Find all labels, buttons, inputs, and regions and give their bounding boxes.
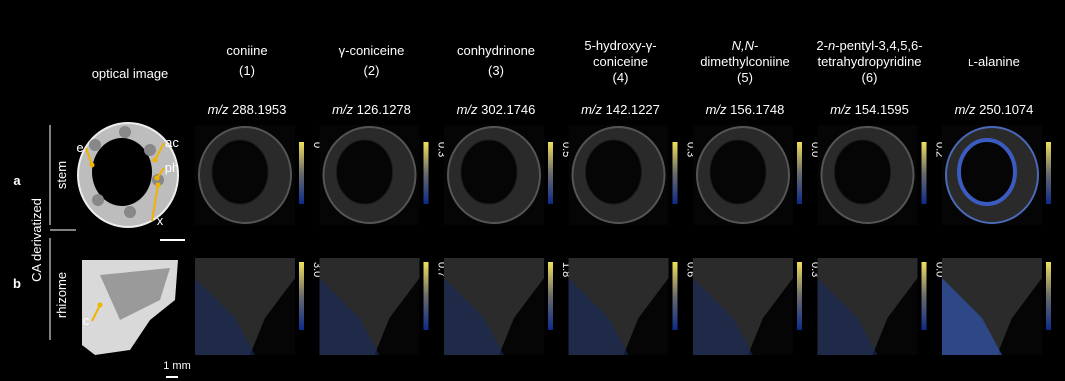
optical-header: optical image bbox=[92, 66, 169, 81]
mz-prefix: m/z bbox=[955, 102, 976, 117]
mz-label: m/z 154.1595 bbox=[830, 102, 909, 117]
name-part: -alanine bbox=[974, 54, 1020, 69]
mz-value: 302.1746 bbox=[481, 102, 535, 117]
name-part: γ-coniceine bbox=[339, 43, 405, 58]
colorbar bbox=[797, 262, 802, 330]
row-label: rhizome bbox=[54, 272, 69, 318]
row-label: stem bbox=[54, 161, 69, 189]
colorbar bbox=[424, 142, 429, 204]
mz-label: m/z 142.1227 bbox=[581, 102, 660, 117]
mz-label: m/z 250.1074 bbox=[955, 102, 1034, 117]
annotation-head bbox=[90, 163, 95, 168]
name-part: n bbox=[828, 38, 835, 53]
mz-value: 126.1278 bbox=[357, 102, 411, 117]
stem-lumen bbox=[586, 140, 642, 204]
mz-value: 154.1595 bbox=[855, 102, 909, 117]
compound-name: L-alanine bbox=[968, 54, 1020, 69]
stem-lumen bbox=[461, 140, 517, 204]
group-label: CA derivatized bbox=[29, 198, 44, 282]
compound-number: (3) bbox=[488, 63, 504, 78]
colorbar bbox=[299, 262, 304, 330]
annotation-head bbox=[156, 183, 161, 188]
compound-name: conhydrinone bbox=[457, 43, 535, 58]
name-part: tetrahydropyridine bbox=[817, 54, 921, 69]
compound-name: coniine bbox=[226, 43, 267, 58]
mz-prefix: m/z bbox=[208, 102, 229, 117]
name-part: coniine bbox=[226, 43, 267, 58]
colorbar bbox=[299, 142, 304, 204]
annotation-head bbox=[153, 158, 158, 163]
annotation-head bbox=[98, 303, 103, 308]
name-part: 2- bbox=[816, 38, 828, 53]
compound-name: N,N- bbox=[732, 38, 759, 53]
annotation-head bbox=[155, 176, 160, 181]
optical-rhizome bbox=[82, 260, 178, 355]
mz-prefix: m/z bbox=[332, 102, 353, 117]
annotation-label: x bbox=[157, 213, 164, 228]
name-part: 5-hydroxy-γ- bbox=[584, 38, 656, 53]
scale-bar-label: 1 mm bbox=[163, 360, 191, 372]
name-part: -pentyl-3,4,5,6- bbox=[835, 38, 922, 53]
mz-prefix: m/z bbox=[830, 102, 851, 117]
annotation-label: ac bbox=[165, 135, 179, 150]
mz-prefix: m/z bbox=[457, 102, 478, 117]
compound-number: (6) bbox=[862, 70, 878, 85]
compound-name: 5-hydroxy-γ- bbox=[584, 38, 656, 53]
colorbar bbox=[548, 142, 553, 204]
mz-value: 156.1748 bbox=[730, 102, 784, 117]
stem-lumen bbox=[337, 140, 393, 204]
mz-value: 288.1953 bbox=[232, 102, 286, 117]
mz-label: m/z 288.1953 bbox=[208, 102, 287, 117]
colorbar bbox=[1046, 262, 1051, 330]
colorbar bbox=[797, 142, 802, 204]
compound-name: tetrahydropyridine bbox=[817, 54, 921, 69]
compound-name: dimethylconiine bbox=[700, 54, 790, 69]
colorbar bbox=[424, 262, 429, 330]
mz-label: m/z 302.1746 bbox=[457, 102, 536, 117]
annotation-label: c bbox=[83, 313, 90, 328]
compound-number: (5) bbox=[737, 70, 753, 85]
name-part: coniceine bbox=[593, 54, 648, 69]
panel-label: b bbox=[13, 276, 21, 291]
stem-lumen bbox=[835, 140, 891, 204]
colorbar bbox=[922, 262, 927, 330]
compound-number: (1) bbox=[239, 63, 255, 78]
stem-lumen bbox=[710, 140, 766, 204]
compound-number: (2) bbox=[364, 63, 380, 78]
name-part: - bbox=[754, 38, 758, 53]
panel-label: a bbox=[13, 173, 21, 188]
mz-value: 142.1227 bbox=[606, 102, 660, 117]
colorbar bbox=[548, 262, 553, 330]
compound-number: (4) bbox=[613, 70, 629, 85]
compound-name: 2-n-pentyl-3,4,5,6- bbox=[816, 38, 922, 53]
compound-name: γ-coniceine bbox=[339, 43, 405, 58]
colorbar bbox=[673, 142, 678, 204]
mz-prefix: m/z bbox=[706, 102, 727, 117]
stem-lumen bbox=[212, 140, 268, 204]
name-part: conhydrinone bbox=[457, 43, 535, 58]
optical-stem bbox=[78, 123, 178, 227]
mz-label: m/z 156.1748 bbox=[706, 102, 785, 117]
mz-prefix: m/z bbox=[581, 102, 602, 117]
stem-lumen bbox=[959, 140, 1015, 204]
colorbar bbox=[1046, 142, 1051, 204]
annotation-label: e bbox=[76, 140, 83, 155]
name-part: N,N bbox=[732, 38, 755, 53]
colorbar bbox=[922, 142, 927, 204]
figure: optical image a b CA derivatized stem rh… bbox=[0, 0, 1065, 381]
mz-label: m/z 126.1278 bbox=[332, 102, 411, 117]
colorbar bbox=[673, 262, 678, 330]
compound-name: coniceine bbox=[593, 54, 648, 69]
mz-value: 250.1074 bbox=[979, 102, 1033, 117]
annotation-label: ph bbox=[165, 160, 179, 175]
name-part: dimethylconiine bbox=[700, 54, 790, 69]
